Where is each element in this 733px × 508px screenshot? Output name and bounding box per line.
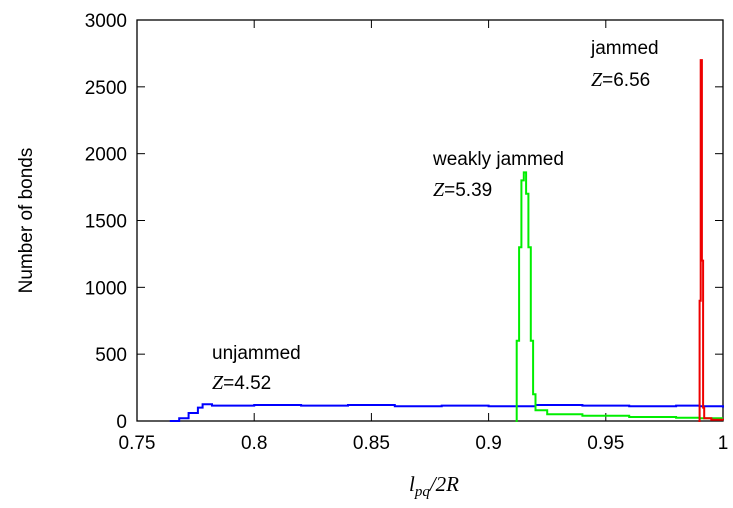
- y-tick-label: 3000: [85, 11, 127, 32]
- x-axis-label-rest: /2R: [429, 472, 459, 496]
- x-axis-label-sub: pq: [414, 484, 431, 500]
- x-tick-label: 0.95: [587, 433, 624, 454]
- annotation-weakly-jammed-z-value: =5.39: [444, 180, 492, 201]
- x-tick-label: 1: [718, 433, 729, 454]
- annotation-unjammed-z-value: =4.52: [223, 373, 271, 394]
- x-tick-label: 0.9: [475, 433, 501, 454]
- y-tick-label: 1500: [85, 212, 127, 233]
- y-tick-label: 500: [95, 345, 127, 366]
- annotation-weakly-jammed-z: Z=5.39: [433, 179, 492, 201]
- x-tick-label: 0.75: [119, 433, 156, 454]
- series-line-1: [516, 172, 723, 421]
- annotation-unjammed-z: Z=4.52: [212, 372, 271, 394]
- series-line-0: [170, 404, 723, 421]
- y-tick-label: 2000: [85, 145, 127, 166]
- annotation-jammed-z-value: =6.56: [602, 70, 650, 91]
- series-lines: [170, 60, 723, 421]
- x-tick-label: 0.8: [241, 433, 267, 454]
- series-line-2: [698, 60, 723, 421]
- y-axis-label: Number of bonds: [16, 148, 37, 294]
- y-tick-label: 1000: [85, 278, 127, 299]
- y-tick-label: 0: [116, 412, 127, 433]
- annotation-unjammed-label: unjammed: [212, 343, 301, 364]
- annotation-jammed-z: Z=6.56: [591, 69, 650, 91]
- annotation-weakly-jammed-label: weakly jammed: [432, 149, 564, 170]
- x-tick-label: 0.85: [353, 433, 390, 454]
- y-tick-label: 2500: [85, 78, 127, 99]
- x-axis-label: lpq/2R: [409, 472, 459, 500]
- annotation-jammed-label: jammed: [590, 38, 659, 59]
